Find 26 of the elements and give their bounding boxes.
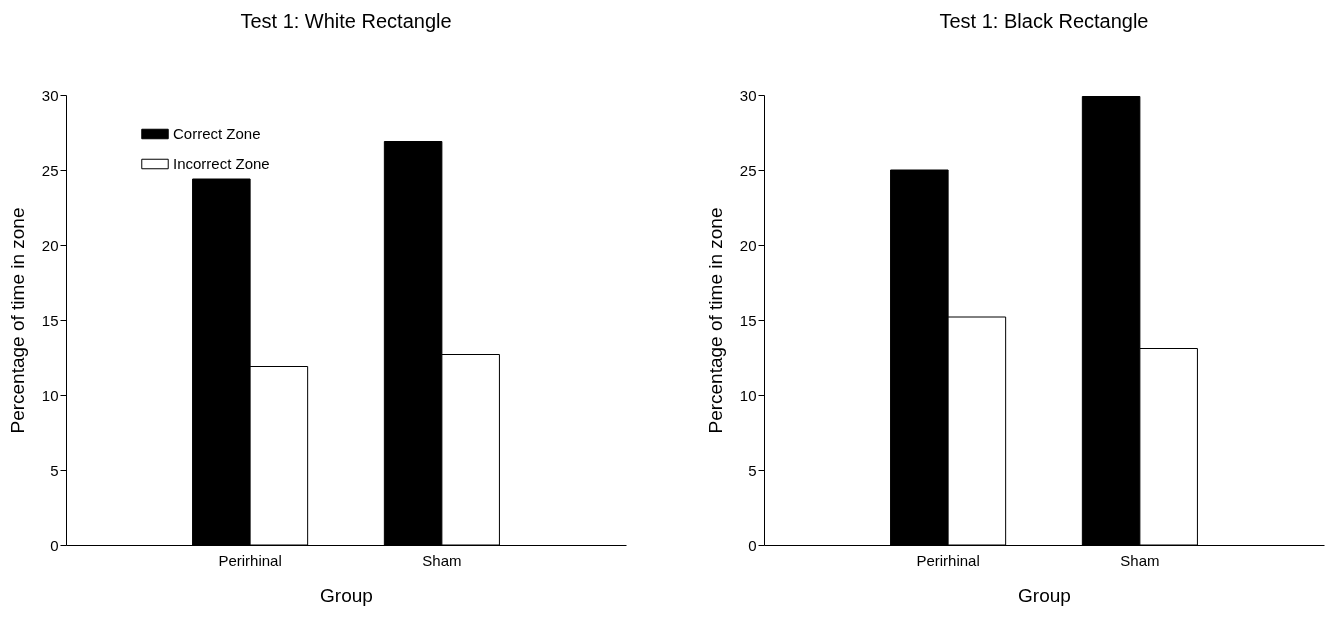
x-axis-title: Group (320, 584, 373, 606)
legend-label: Incorrect Zone (173, 155, 270, 172)
y-tick-label: 30 (41, 86, 59, 104)
y-tick-label: 10 (41, 386, 59, 404)
legend-label: Correct Zone (173, 125, 261, 142)
x-tick-label: Sham (422, 551, 462, 569)
y-tick-label: 25 (41, 161, 59, 179)
x-tick-label: Perirhinal (916, 551, 980, 569)
y-tick-label: 20 (41, 236, 59, 254)
y-tick-label: 0 (748, 536, 757, 554)
y-tick-label: 30 (739, 86, 757, 104)
y-tick-label: 25 (739, 161, 757, 179)
y-tick-label: 0 (50, 536, 59, 554)
y-tick-label: 5 (748, 461, 757, 479)
x-tick-label: Sham (1120, 551, 1160, 569)
x-axis-title: Group (1018, 584, 1071, 606)
y-tick-label: 20 (739, 236, 757, 254)
y-axis-title: Percentage of time in zone (6, 207, 28, 434)
y-tick-label: 15 (739, 311, 757, 329)
chart-title: Test 1: White Rectangle (240, 10, 452, 32)
x-tick-label: Perirhinal (218, 551, 282, 569)
y-tick-label: 5 (50, 461, 59, 479)
chart-title: Test 1: Black Rectangle (939, 10, 1149, 32)
y-axis-title: Percentage of time in zone (704, 207, 726, 434)
y-tick-label: 15 (41, 311, 59, 329)
y-tick-label: 10 (739, 386, 757, 404)
